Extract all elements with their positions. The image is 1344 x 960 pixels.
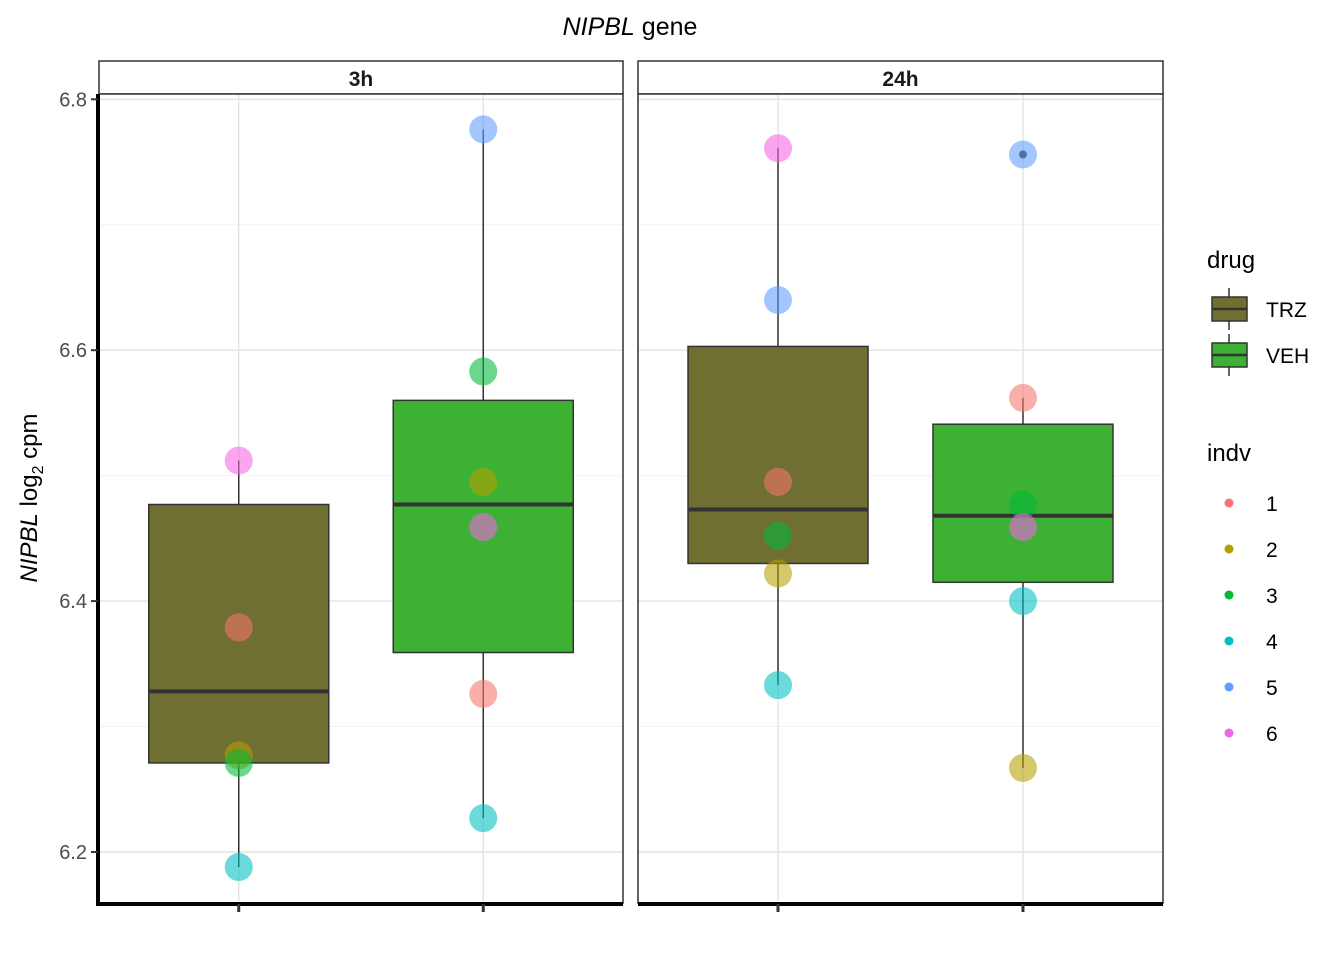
y-axis-label: NIPBL log2 cpm — [16, 414, 47, 583]
legend-drug-label: TRZ — [1266, 299, 1307, 322]
data-point-indv-6 — [1008, 513, 1037, 542]
data-point-indv-2 — [764, 559, 793, 588]
data-point-indv-6 — [224, 446, 253, 475]
data-point-indv-1 — [469, 679, 498, 708]
facet-strip-label: 24h — [882, 68, 918, 91]
legend-drug-title: drug — [1207, 247, 1255, 274]
data-point-indv-2 — [469, 467, 498, 496]
legend-indv-label: 2 — [1266, 539, 1278, 562]
box-trz — [687, 148, 869, 686]
data-point-indv-6 — [469, 513, 498, 542]
chart-title: NIPBL gene — [563, 13, 698, 41]
data-point-indv-4 — [469, 804, 498, 833]
legend-indv-dot — [1224, 728, 1234, 738]
facet-strip — [637, 60, 1164, 95]
data-point-indv-1 — [1008, 383, 1037, 412]
data-point-indv-5 — [1008, 140, 1037, 169]
chart-title-rest: gene — [635, 13, 698, 41]
legend-indv-label: 1 — [1266, 493, 1278, 516]
facet-strip-label: 3h — [349, 68, 374, 91]
data-point-indv-4 — [224, 853, 253, 882]
chart-title-gene: NIPBL — [563, 13, 635, 41]
data-point-indv-6 — [764, 134, 793, 163]
legend-indv-dot — [1224, 544, 1234, 554]
data-point-indv-1 — [764, 467, 793, 496]
data-point-indv-4 — [1008, 587, 1037, 616]
data-point-indv-3 — [469, 357, 498, 386]
y-tick-label: 6.6 — [59, 340, 87, 362]
legend-layer: drug TRZ VEH indv 1 2 3 4 5 6 — [1207, 247, 1309, 746]
y-axis-label-log: log — [16, 474, 43, 513]
data-point-indv-3 — [1008, 490, 1037, 519]
facet-3h: 3h 6.2 6.4 6.6 6.8 — [59, 60, 624, 912]
legend-drug: drug TRZ VEH — [1207, 247, 1309, 376]
legend-indv-label: 3 — [1266, 585, 1278, 608]
y-tick-label: 6.2 — [59, 842, 87, 864]
legend-drug-label: VEH — [1266, 345, 1309, 368]
legend-indv-label: 6 — [1266, 723, 1278, 746]
data-point-indv-4 — [764, 671, 793, 700]
data-point-indv-5 — [764, 286, 793, 315]
legend-indv-title: indv — [1207, 440, 1251, 467]
data-point-indv-3 — [224, 748, 253, 777]
legend-indv-dot — [1224, 498, 1234, 508]
plot-layer: 3h 6.2 6.4 6.6 6.8 24h — [59, 60, 1164, 912]
y-axis-label-unit: cpm — [16, 414, 43, 466]
legend-indv-dot — [1224, 590, 1234, 600]
y-axis-label-gene: NIPBL — [16, 513, 43, 582]
legend-indv-label: 5 — [1266, 677, 1278, 700]
y-tick-label: 6.8 — [59, 89, 87, 111]
y-tick-label: 6.4 — [59, 591, 87, 613]
data-point-indv-2 — [1008, 753, 1037, 782]
facet-strip — [98, 60, 624, 95]
facet-24h: 24h — [637, 60, 1164, 912]
legend-indv-dot — [1224, 682, 1234, 692]
y-axis-label-sub: 2 — [30, 465, 47, 474]
legend-indv-label: 4 — [1266, 631, 1278, 654]
legend-indv-dot — [1224, 636, 1234, 646]
data-point-indv-5 — [469, 115, 498, 144]
legend-indv: indv 1 2 3 4 5 6 — [1207, 440, 1278, 746]
data-point-indv-3 — [764, 521, 793, 550]
data-point-indv-1 — [224, 613, 253, 642]
